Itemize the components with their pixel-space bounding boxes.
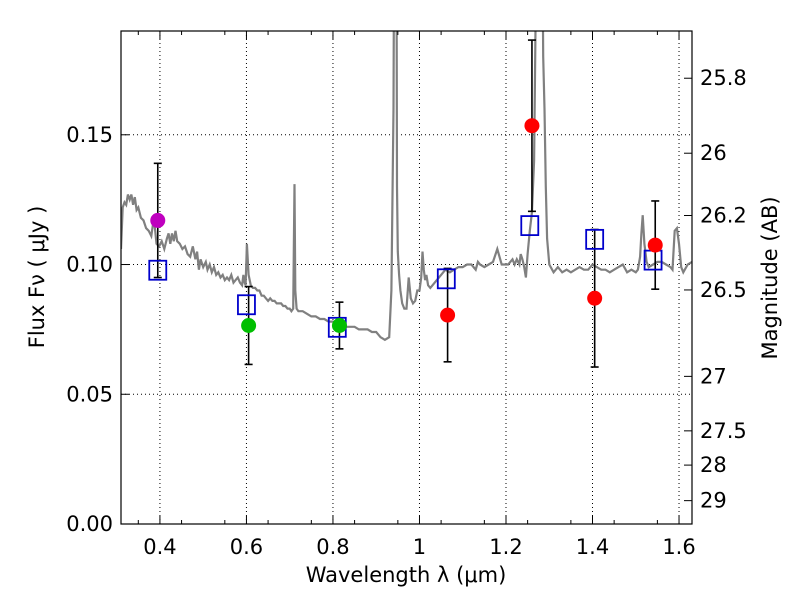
sed-model-line (121, 31, 692, 342)
observed-point (587, 290, 603, 306)
x-tick-label: 0.6 (230, 535, 263, 559)
right-tick-label: 26.2 (700, 203, 747, 227)
observed-point (150, 212, 166, 228)
x-axis-label: Wavelength λ (μm) (306, 563, 507, 587)
x-tick-label: 1.6 (662, 535, 695, 559)
observed-point (331, 318, 347, 334)
right-tick-label: 26.5 (700, 278, 747, 302)
y-tick-label: 0.05 (66, 382, 113, 406)
y-tick-label: 0.00 (66, 512, 113, 536)
x-tick-label: 1.4 (576, 535, 609, 559)
right-tick-label: 29 (700, 489, 727, 513)
x-tick-label: 0.8 (316, 535, 349, 559)
x-tick-label: 1 (413, 535, 426, 559)
model-point (585, 228, 605, 250)
model-point (237, 294, 256, 316)
model-point (148, 259, 168, 281)
right-tick-label: 25.8 (700, 66, 747, 90)
y-axis-label: Flux Fν ( μJy ) (25, 206, 49, 349)
model-point (436, 268, 456, 290)
observed-point (524, 118, 540, 134)
model-point (520, 215, 540, 237)
observed-points (150, 118, 663, 334)
right-axis-label: Magnitude (AB) (758, 196, 782, 359)
y-tick-label: 0.10 (66, 253, 113, 277)
y-tick-label: 0.15 (66, 123, 113, 147)
observed-point (647, 237, 663, 253)
plot-frame (120, 30, 693, 525)
right-tick-label: 26 (700, 141, 727, 165)
right-tick-label: 27 (700, 364, 727, 388)
axis-ticks: 0.4 0.6 0.8 1 1.2 1.4 1.6 0.00 0.05 0.10 0.15 25.8 2… (66, 31, 747, 559)
model-photometry-points (148, 215, 663, 338)
right-tick-label: 27.5 (700, 419, 747, 443)
observed-point (440, 307, 456, 323)
x-tick-label: 0.4 (143, 535, 176, 559)
x-tick-label: 1.2 (489, 535, 522, 559)
right-tick-label: 28 (700, 453, 727, 477)
observed-point (241, 318, 257, 334)
